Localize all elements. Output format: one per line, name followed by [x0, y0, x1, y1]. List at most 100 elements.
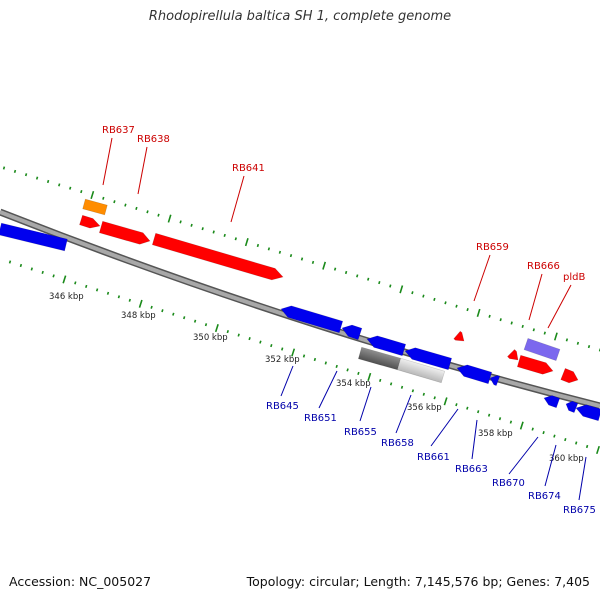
forward-scale-tick [476, 308, 481, 317]
scale-labels: 346 kbp 348 kbp 350 kbp 352 kbp 354 kbp 356 k… [49, 292, 584, 464]
gene-RB645 [280, 305, 344, 334]
scale-label: 352 kbp [265, 355, 300, 365]
scale-label: 348 kbp [121, 311, 156, 321]
reverse-scale-tick [193, 319, 197, 323]
reverse-gene-label: RB670 [492, 478, 525, 489]
reverse-scale-tick [85, 284, 88, 288]
reverse-scale-tick [106, 291, 110, 295]
reverse-scale-tick [41, 270, 44, 274]
gene-RB651 [341, 324, 363, 341]
forward-scale-tick [13, 169, 17, 173]
forward-scale-tick [433, 297, 436, 301]
reverse-gene-label: RB645 [266, 401, 299, 412]
reverse-scale-tick [324, 361, 327, 365]
label-leader-line [578, 456, 587, 501]
reverse-scale-tick [455, 403, 458, 407]
forward-scale-tick [300, 257, 304, 261]
reverse-scale-tick [172, 312, 175, 316]
gene-RB655 [404, 347, 453, 371]
forward-scale-ticks [2, 166, 600, 352]
scale-label: 354 kbp [336, 379, 371, 389]
forward-scale-tick [135, 206, 138, 210]
forward-scale-tick [378, 281, 381, 285]
forward-scale-tick [190, 223, 193, 227]
gene-RB637 [82, 198, 108, 216]
forward-scale-tick [356, 274, 359, 278]
reverse-scale-tick [128, 298, 131, 302]
gene-RB638 [98, 220, 151, 245]
reverse-scale-tick [357, 371, 360, 375]
forward-gene-label: RB659 [476, 242, 509, 253]
reverse-scale-tick [248, 337, 251, 341]
reverse-scale-tick [19, 263, 23, 268]
gene-RB674 [565, 400, 579, 414]
forward-scale-tick [444, 301, 447, 305]
gene-pldB [516, 354, 554, 375]
reverse-scale-tick [291, 348, 296, 357]
reverse-scale-tick [117, 295, 121, 299]
reverse-scale-tick [553, 434, 556, 438]
forward-scale-tick [167, 214, 172, 223]
label-leader-line [508, 436, 539, 475]
forward-scale-tick [179, 220, 182, 224]
reverse-scale-tick [422, 392, 425, 396]
label-leader-line [318, 370, 338, 409]
gene-RB666 [523, 337, 561, 362]
label-leader-line [473, 254, 491, 302]
forward-scale-tick [157, 213, 160, 217]
forward-scale-tick [234, 237, 237, 241]
reverse-gene-label: RB675 [563, 505, 596, 516]
reverse-scale-tick [214, 324, 219, 333]
reverse-scale-tick [367, 372, 372, 381]
forward-scale-tick [499, 318, 502, 322]
forward-scale-tick [223, 233, 226, 237]
topology-label: Topology: circular; Length: 7,145,576 bp… [246, 574, 590, 589]
forward-scale-tick [422, 294, 425, 298]
forward-scale-tick [2, 166, 6, 170]
forward-scale-tick [212, 230, 215, 234]
forward-scale-tick [69, 186, 72, 190]
label-leader-line [280, 365, 294, 397]
reverse-scale-tick [519, 421, 524, 430]
forward-scale-tick [510, 321, 513, 325]
gene-RB675 [575, 404, 600, 422]
forward-scale-tick [201, 227, 204, 231]
gene-RB653 [366, 335, 407, 357]
reverse-scale-tick [575, 441, 578, 445]
reverse-scale-tick [62, 275, 67, 284]
forward-scale-tick [521, 324, 524, 328]
reverse-scale-tick [302, 354, 306, 358]
reverse-scale-tick [596, 445, 600, 455]
reverse-scale-tick [433, 396, 436, 400]
forward-scale-tick [113, 200, 116, 204]
reverse-scale-tick [30, 267, 33, 271]
forward-scale-tick [322, 261, 327, 270]
label-leader-line [359, 386, 372, 422]
reverse-gene-label: RB674 [528, 491, 561, 502]
gene-RB661b [489, 375, 501, 387]
forward-scale-tick [244, 238, 249, 247]
reverse-scale-tick [411, 389, 415, 393]
label-leader-line [102, 137, 113, 186]
reverse-scale-tick [335, 364, 338, 368]
scale-label: 358 kbp [478, 429, 513, 439]
forward-scale-tick [411, 291, 414, 295]
reverse-scale-tick [466, 406, 469, 410]
scale-label: 360 kbp [549, 454, 584, 464]
forward-scale-tick [389, 284, 392, 288]
label-leader-line [544, 444, 557, 487]
reverse-scale-tick [52, 274, 55, 278]
reverse-scale-tick [161, 309, 164, 313]
forward-scale-tick [532, 328, 535, 332]
forward-scale-tick [367, 277, 370, 281]
forward-scale-tick [598, 348, 600, 352]
genes [0, 198, 600, 422]
forward-scale-tick [344, 270, 348, 275]
reverse-scale-tick [204, 323, 208, 327]
gene-RB659 [453, 330, 465, 342]
reverse-scale-tick [313, 357, 317, 362]
forward-scale-tick [90, 190, 95, 200]
forward-scale-tick [256, 243, 260, 248]
forward-scale-tick [46, 179, 50, 184]
